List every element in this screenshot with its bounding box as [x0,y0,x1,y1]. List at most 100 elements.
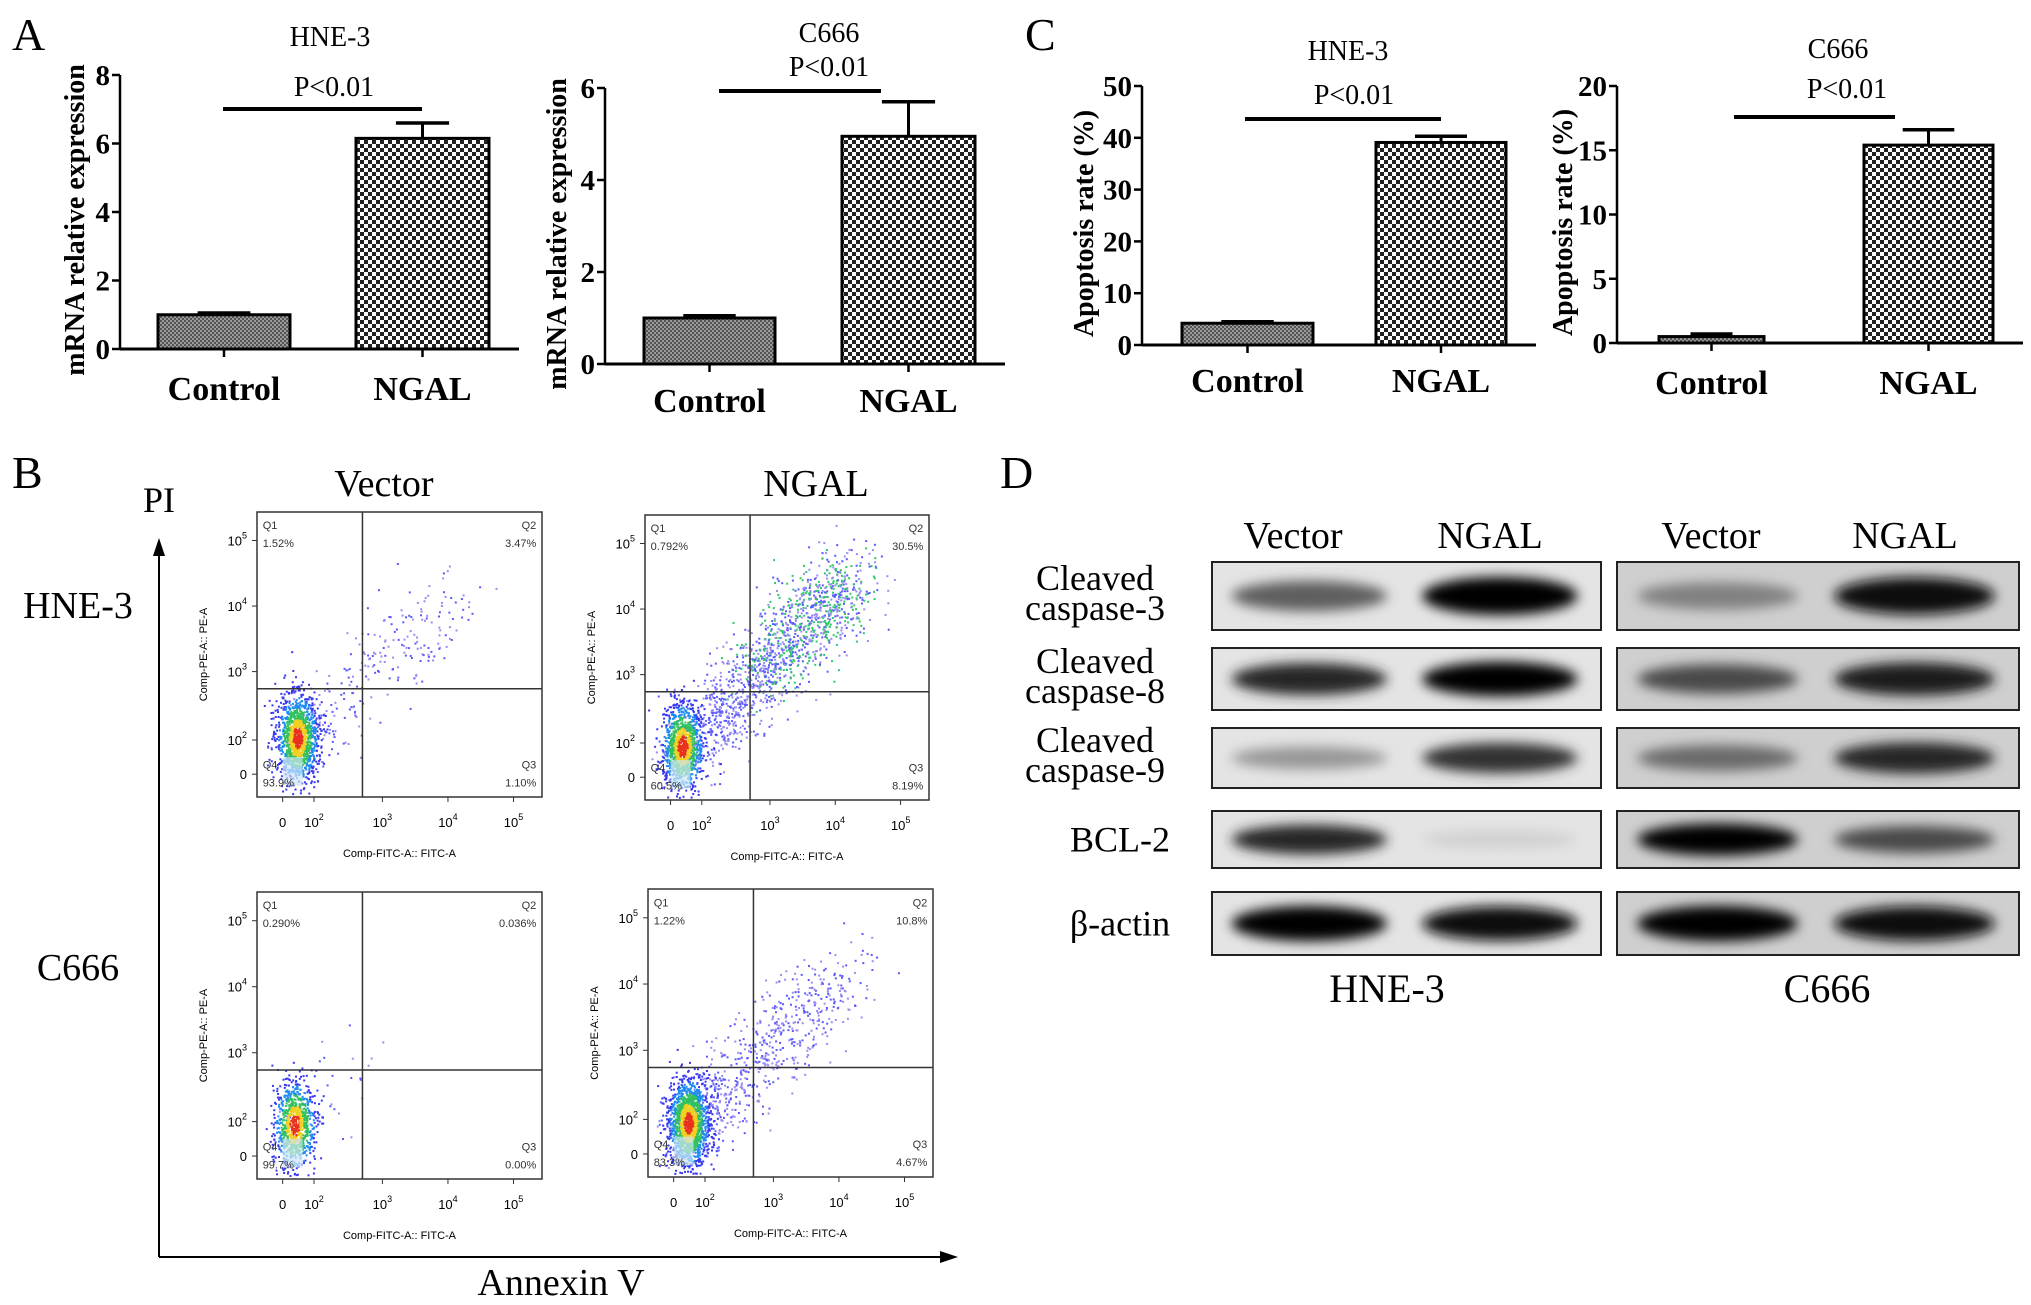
flow-event-point [676,743,679,746]
flow-event-point [310,748,313,751]
flow-event-point [719,714,722,717]
flow-event-point [289,739,292,742]
flow-event-point [832,609,835,612]
flow-event-point [693,739,696,742]
flow-event-point [833,595,836,598]
flow-event-point [318,714,321,717]
flow-event-point [288,745,291,748]
flow-event-point [831,617,834,619]
flow-event-point [292,1079,295,1082]
flow-event-point [306,777,309,780]
flow-event-point [695,755,698,758]
flow-event-point [674,747,677,750]
flow-event-point [673,731,676,734]
flow-event-point [305,730,308,733]
flow-event-point [278,1156,280,1158]
flow-event-point [313,759,315,762]
flow-event-point [808,624,811,627]
flow-event-point [287,1108,290,1111]
flow-event-point [768,664,770,667]
flow-event-point [835,600,838,603]
flow-event-point [670,790,673,793]
flow-event-point [303,787,306,790]
flow-event-point [701,757,704,760]
flow-event-point [752,714,755,716]
flow-event-point [681,725,683,728]
y-tick-label: 30 [1103,175,1132,207]
flow-event-point [722,738,725,741]
flow-event-point [735,667,738,670]
flow-event-point [693,718,696,720]
flow-event-point [824,635,827,638]
flow-event-point [775,663,778,666]
flow-event-point [696,743,699,746]
flow-event-point [388,616,391,618]
flow-event-point [364,664,367,667]
flow-event-point [861,597,864,599]
flow-event-point [292,748,294,751]
flow-event-point [810,619,813,622]
flow-event-point [692,750,695,753]
tick-exponent: 2 [242,730,247,740]
flow-event-point [672,730,675,733]
flow-event-point [671,739,674,742]
flow-event-point [705,697,707,700]
flow-event-point [297,1097,300,1100]
flow-event-point [306,710,309,713]
flow-event-point [737,701,740,704]
flow-event-point [757,652,760,655]
flow-event-point [706,745,709,748]
flow-event-point [280,736,283,739]
flow-event-point [305,1085,308,1088]
flow-event-point [869,618,871,621]
tick-exponent: 4 [840,815,845,825]
flow-event-point [713,719,716,722]
flow-event-point [667,745,670,748]
y-tick-label: 2 [96,266,111,298]
flow-event-point [694,759,697,762]
flow-event-point [278,721,280,724]
flow-event-point [686,757,689,760]
flow-event-point [679,726,682,729]
flow-event-point [318,754,321,756]
flow-event-point [438,646,441,649]
flow-event-point [846,590,849,593]
flow-event-point [772,656,775,659]
flow-event-point [710,748,713,751]
flow-event-point [820,620,823,623]
flow-event-point [732,685,735,688]
flow-event-point [762,648,765,651]
flow-event-point [700,736,703,739]
flow-event-point [281,760,284,763]
flow-event-point [852,608,854,611]
flow-event-point [295,676,297,679]
flow-event-point [794,619,797,622]
flow-event-point [282,708,285,711]
flow-event-point [288,723,291,726]
flow-event-point [712,692,715,695]
flow-event-point [674,754,677,757]
flow-event-point [347,743,350,745]
flow-event-point [358,643,361,646]
quadrant-percentage: 8.19% [892,781,923,793]
flow-event-point [814,608,817,611]
flow-plot: Q10.290%Q20.036%Q30.00%Q499.7%1051041031… [198,891,543,1242]
flow-event-point [680,689,683,692]
flow-event-point [752,703,755,706]
flow-event-point [868,552,871,555]
flow-event-point [697,685,700,688]
flow-event-point [693,732,696,735]
flow-event-point [683,715,686,718]
flow-event-point [802,626,805,629]
flow-event-point [420,610,423,613]
flow-event-point [288,729,291,732]
tick-exponent: 2 [707,815,712,825]
flow-event-point [688,717,691,720]
flow-event-point [678,796,681,799]
flow-event-point [731,745,734,748]
flow-event-point [772,576,775,579]
flow-event-point [816,585,818,588]
flow-event-point [696,769,699,772]
flow-event-point [320,729,323,732]
flow-event-point [673,739,676,742]
